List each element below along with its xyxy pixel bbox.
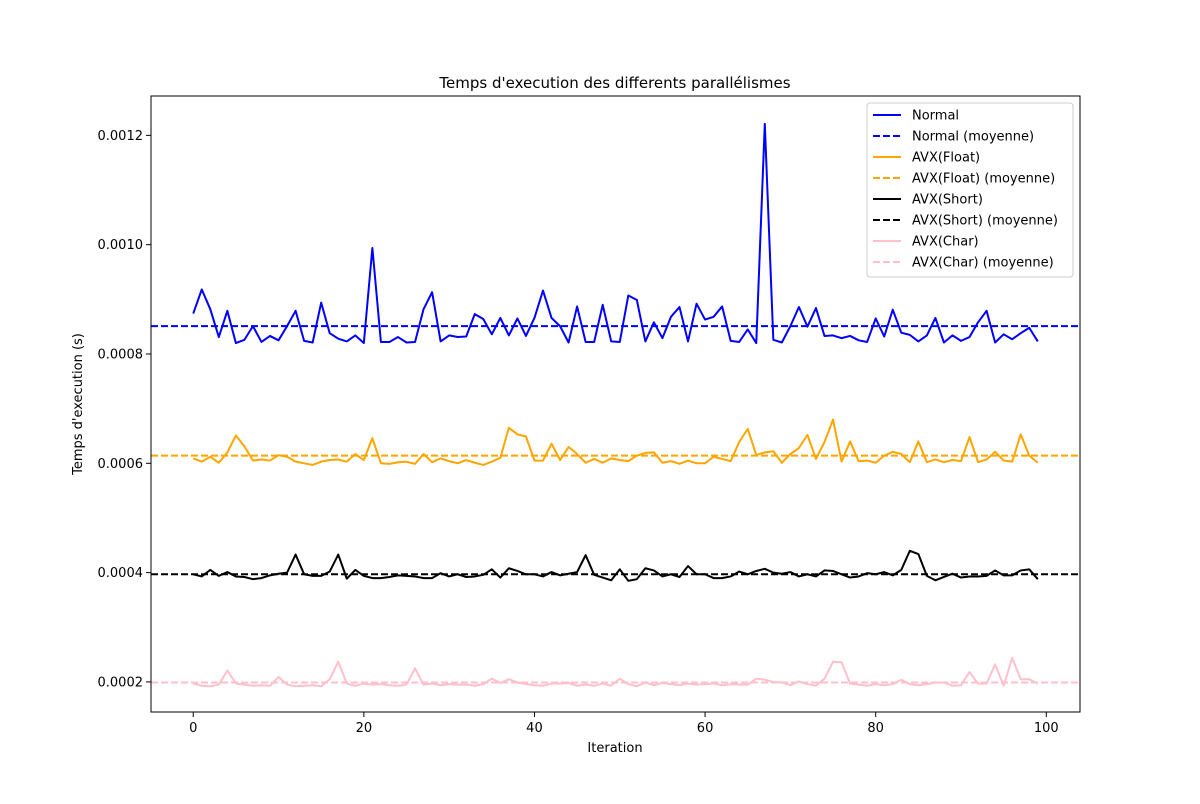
x-axis: 0 20 40 60 80 100: [189, 712, 1059, 736]
mean-lines: [151, 325, 1080, 684]
legend-label-avx-char: AVX(Char): [912, 235, 979, 250]
legend-label-avx-short-moyenne: AVX(Short) (moyenne): [912, 214, 1058, 229]
x-tick-label: 0: [189, 721, 197, 736]
series-line-normal: [192, 122, 1039, 345]
chart-title: Temps d'execution des differents parallé…: [438, 74, 790, 92]
legend-label-avx-float-moyenne: AVX(Float) (moyenne): [912, 172, 1055, 187]
legend-box: [866, 102, 1074, 278]
legend-label-normal: Normal: [912, 109, 959, 124]
y-tick-label: 0.0008: [98, 347, 144, 362]
y-axis-label: Temps d'execution (s): [71, 333, 86, 476]
y-axis: 0.0002 0.0004 0.0006 0.0008 0.0010 0.0012: [98, 129, 151, 690]
y-tick-label: 0.0010: [98, 238, 144, 253]
y-tick-label: 0.0004: [98, 566, 144, 581]
x-tick-label: 80: [867, 721, 884, 736]
x-tick-label: 60: [697, 721, 714, 736]
legend-label-avx-float: AVX(Float): [912, 151, 980, 166]
x-axis-label: Iteration: [587, 741, 642, 756]
legend-label-normal-moyenne: Normal (moyenne): [912, 130, 1034, 145]
legend-label-avx-short: AVX(Short): [912, 193, 983, 208]
legend-label-avx-char-moyenne: AVX(Char) (moyenne): [912, 256, 1054, 271]
plot-area-frame: [150, 95, 1081, 713]
x-tick-label: 40: [526, 721, 543, 736]
x-tick-label: 20: [356, 721, 373, 736]
series-line-avx-float: [192, 418, 1039, 466]
legend: Normal Normal (moyenne) AVX(Float) AVX(Floa…: [866, 102, 1074, 278]
x-tick-label: 100: [1034, 721, 1059, 736]
y-tick-label: 0.0006: [98, 457, 144, 472]
y-tick-label: 0.0012: [98, 129, 144, 144]
y-tick-label: 0.0002: [98, 675, 144, 690]
